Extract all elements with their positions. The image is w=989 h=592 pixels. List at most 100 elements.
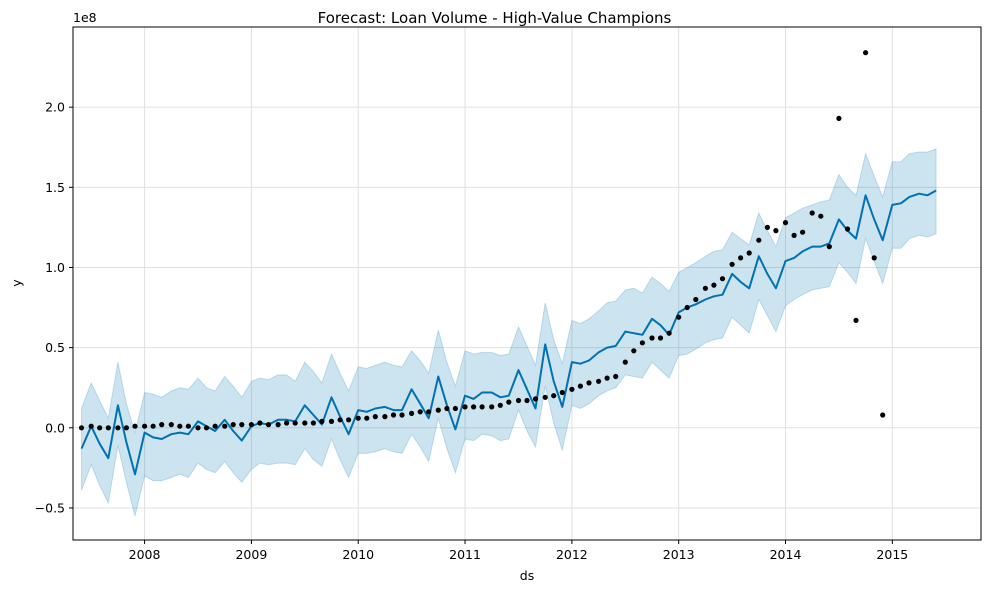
observed-point [791, 232, 797, 238]
y-axis-label: y [9, 279, 24, 287]
y-tick-label: 1.0 [45, 260, 65, 275]
observed-point [809, 210, 815, 216]
observed-point [471, 404, 477, 410]
observed-point [265, 422, 272, 428]
x-tick-label: 2011 [449, 547, 481, 562]
observed-point [551, 393, 557, 399]
observed-point [78, 425, 85, 431]
observed-point [337, 417, 343, 423]
forecast-line-layer [80, 189, 937, 476]
observed-point [390, 412, 397, 418]
observed-point [150, 423, 156, 429]
observed-point [756, 237, 762, 243]
observed-point [302, 420, 308, 426]
observed-point [826, 244, 832, 250]
observed-point [532, 396, 539, 402]
observed-point [399, 412, 405, 418]
x-tick-label: 2015 [876, 547, 908, 562]
observed-point [604, 375, 610, 381]
observed-point [346, 417, 352, 423]
observed-point [115, 425, 121, 431]
x-tick-label: 2008 [129, 547, 161, 562]
observed-point [836, 115, 842, 121]
y-tick-label: 1.5 [45, 180, 65, 195]
observed-point [524, 397, 530, 404]
observed-point [506, 399, 512, 405]
x-tick-label: 2013 [663, 547, 695, 562]
observed-point [168, 422, 174, 428]
observed-point [275, 422, 281, 428]
y-axis-multiplier: 1e8 [73, 10, 97, 25]
observed-point [693, 296, 699, 303]
observed-point [631, 348, 637, 354]
x-tick-label: 2014 [770, 547, 802, 562]
observed-point [497, 402, 503, 408]
observed-point [818, 213, 824, 219]
x-tick-label: 2010 [342, 547, 374, 562]
observed-point [444, 405, 450, 412]
y-axis-ticks: −0.5 0.0 0.5 1.0 1.5 2.0 [35, 100, 73, 515]
observed-point [132, 423, 138, 429]
observed-point [310, 420, 316, 426]
observed-point [364, 415, 370, 421]
observed-point [195, 425, 201, 431]
observed-point [292, 420, 298, 426]
observed-point [613, 373, 619, 380]
grid [73, 27, 981, 540]
observed-point [88, 423, 94, 429]
observed-point [417, 409, 423, 415]
y-tick-label: −0.5 [35, 500, 65, 515]
observed-point [452, 405, 458, 412]
observed-point [355, 415, 361, 421]
observed-point [257, 420, 263, 426]
y-tick-label: 0.5 [45, 340, 65, 355]
observed-point [239, 422, 245, 428]
observed-point [586, 380, 592, 386]
observed-point [212, 423, 218, 429]
observed-point [871, 255, 877, 261]
chart-title: Forecast: Loan Volume - High-Value Champ… [318, 9, 672, 27]
x-axis-label: ds [520, 568, 534, 583]
observed-point [479, 404, 485, 410]
observed-point [159, 422, 165, 428]
x-axis-ticks: 2008 2009 2010 2011 2012 2013 2014 2015 [129, 540, 908, 562]
observed-point [719, 276, 726, 282]
observed-point [639, 340, 646, 346]
observed-point [284, 420, 290, 426]
observed-point [880, 412, 886, 418]
observed-point [569, 386, 575, 392]
observed-point [515, 397, 522, 404]
observed-point [577, 383, 584, 389]
observed-point [372, 414, 378, 420]
observed-point [559, 389, 565, 396]
observed-point [248, 422, 254, 428]
observed-point [462, 404, 468, 410]
observed-point [729, 261, 735, 267]
y-tick-label: 2.0 [45, 100, 65, 115]
observed-point [738, 255, 744, 261]
observed-point [596, 378, 602, 384]
observed-point [203, 425, 210, 431]
observed-point [853, 317, 859, 323]
y-tick-label: 0.0 [45, 420, 65, 435]
observed-point [382, 414, 388, 420]
observed-point [177, 423, 183, 429]
observed-point [328, 418, 335, 424]
observed-point [409, 410, 415, 416]
observed-point [622, 359, 628, 365]
observed-point [800, 229, 806, 235]
observed-point [489, 404, 495, 410]
observed-point [702, 285, 709, 291]
observed-point [764, 224, 771, 230]
x-tick-label: 2012 [556, 547, 588, 562]
observed-point [185, 423, 191, 429]
observed-point [844, 226, 851, 232]
observed-point [657, 335, 664, 341]
observed-point [123, 425, 129, 431]
observed-points [78, 50, 886, 431]
observed-point [676, 314, 682, 320]
plot-frame [72, 26, 982, 541]
forecast-line [80, 189, 937, 476]
